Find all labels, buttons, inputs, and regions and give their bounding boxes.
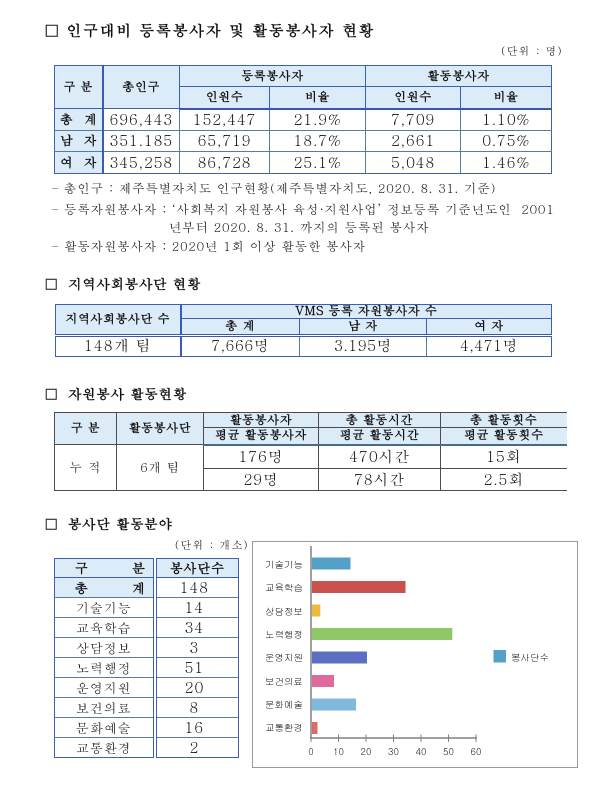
svg-text:노력행정: 노력행정 xyxy=(265,627,303,641)
svg-text:30: 30 xyxy=(388,744,399,758)
svg-text:20: 20 xyxy=(361,744,372,758)
svg-text:봉사단수: 봉사단수 xyxy=(511,650,549,664)
svg-text:상담정보: 상담정보 xyxy=(265,604,303,618)
svg-text:40: 40 xyxy=(416,744,427,758)
svg-text:보건의료: 보건의료 xyxy=(265,674,303,688)
svg-text:교육학습: 교육학습 xyxy=(265,580,303,594)
svg-text:기술기능: 기술기능 xyxy=(265,557,303,571)
svg-text:0: 0 xyxy=(308,744,313,758)
svg-text:교통환경: 교통환경 xyxy=(265,720,303,734)
svg-text:문화예술: 문화예술 xyxy=(265,697,303,711)
svg-text:60: 60 xyxy=(471,744,482,758)
svg-text:50: 50 xyxy=(443,744,454,758)
svg-text:10: 10 xyxy=(333,744,344,758)
svg-text:운영지원: 운영지원 xyxy=(265,650,303,664)
